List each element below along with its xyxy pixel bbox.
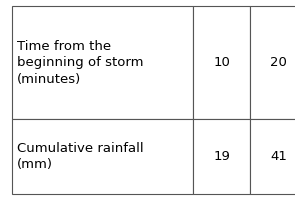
Text: Cumulative rainfall
(mm): Cumulative rainfall (mm) <box>17 142 144 171</box>
Bar <box>250 119 295 194</box>
Text: 10: 10 <box>213 56 230 69</box>
Text: 20: 20 <box>270 56 287 69</box>
Bar <box>250 6 295 119</box>
Text: Time from the
beginning of storm
(minutes): Time from the beginning of storm (minute… <box>17 40 144 86</box>
Bar <box>12 6 193 119</box>
Text: 41: 41 <box>270 150 287 163</box>
Bar <box>12 119 193 194</box>
Bar <box>193 119 250 194</box>
Text: 19: 19 <box>213 150 230 163</box>
Bar <box>193 6 250 119</box>
